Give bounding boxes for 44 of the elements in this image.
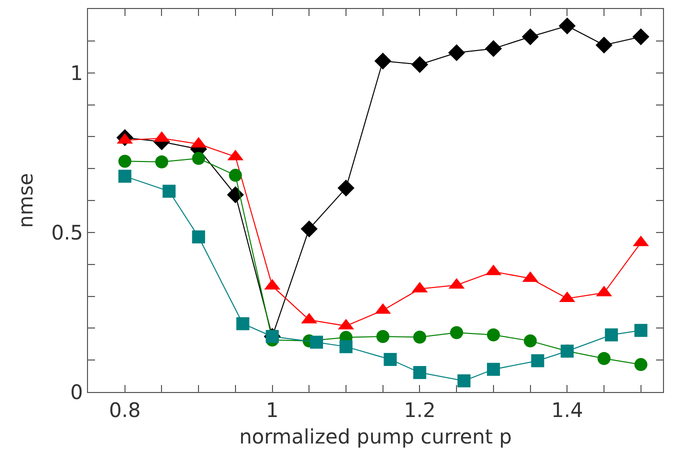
x-tick-label: 0.8 [108, 398, 141, 422]
point [338, 180, 354, 196]
x-tick-label: 1 [266, 398, 279, 422]
y-tick-label: 0.5 [51, 220, 83, 244]
point [340, 340, 353, 354]
point [226, 186, 244, 204]
point [411, 56, 428, 73]
point [632, 28, 650, 46]
point [192, 230, 206, 244]
point [486, 362, 500, 376]
point [634, 358, 648, 372]
point [522, 28, 539, 46]
point [598, 352, 611, 365]
point [413, 330, 426, 344]
x-axis-title: normalized pump current p [239, 424, 512, 448]
point [634, 324, 648, 337]
point [310, 336, 324, 349]
point [155, 155, 168, 168]
point [300, 220, 318, 238]
point [485, 40, 502, 58]
point [236, 317, 250, 330]
point [413, 366, 426, 380]
point [486, 328, 500, 342]
point [558, 17, 576, 34]
point [374, 52, 392, 70]
x-tick-label: 1.2 [404, 398, 436, 422]
point [118, 170, 132, 183]
point [596, 36, 612, 54]
point [604, 328, 618, 342]
point [384, 352, 397, 366]
x-tick-label: 1.4 [551, 398, 584, 422]
point [162, 184, 176, 198]
point [448, 44, 466, 62]
point [192, 152, 206, 165]
point [531, 354, 544, 368]
y-axis-title: nmse [14, 173, 38, 228]
y-tick-label: 0 [70, 380, 83, 404]
y-tick-label: 1 [70, 60, 83, 85]
point [457, 374, 470, 388]
point [524, 334, 537, 348]
point [118, 154, 132, 168]
point [450, 326, 464, 340]
point [376, 330, 390, 343]
point [228, 168, 242, 182]
